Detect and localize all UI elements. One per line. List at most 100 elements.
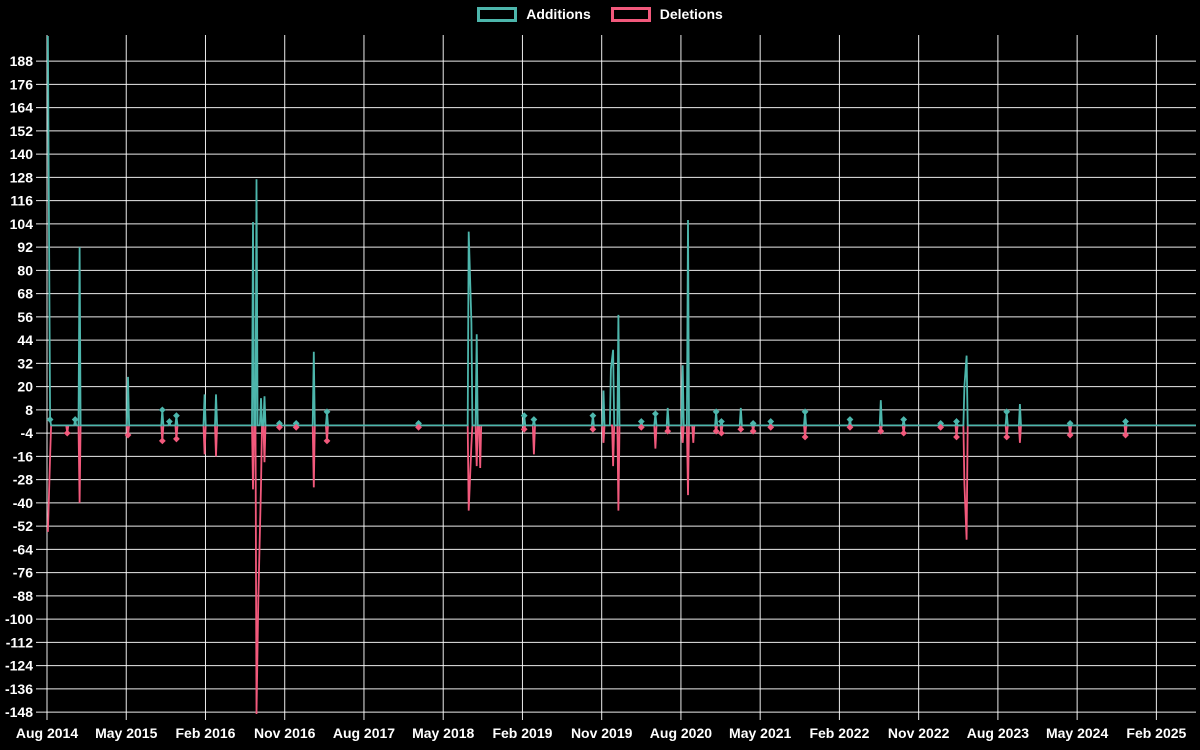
- x-axis-tick-label: Nov 2019: [571, 725, 633, 741]
- y-axis-tick-label: -88: [13, 588, 33, 604]
- x-axis-tick-label: Aug 2017: [333, 725, 395, 741]
- x-axis-tick-label: Feb 2022: [809, 725, 869, 741]
- x-axis-tick-label: Feb 2025: [1126, 725, 1186, 741]
- additions-marker-icon: [1003, 408, 1011, 416]
- deletions-line: [47, 424, 1196, 715]
- y-axis-tick-label: -112: [6, 634, 33, 650]
- additions-marker-icon: [292, 420, 300, 427]
- x-axis-tick-label: Nov 2016: [254, 725, 316, 741]
- y-axis-tick-label: 32: [17, 355, 33, 371]
- deletions-marker-icon: [276, 423, 283, 431]
- additions-marker-icon: [718, 418, 725, 425]
- y-axis-tick-label: -124: [5, 658, 33, 674]
- y-axis-tick-label: 140: [10, 146, 34, 162]
- y-axis-tick-label: 164: [10, 100, 34, 116]
- additions-marker-icon: [637, 418, 645, 425]
- y-axis-tick-label: -136: [5, 681, 33, 697]
- deletions-marker-icon: [718, 429, 725, 437]
- deletions-marker-icon: [589, 425, 597, 433]
- x-axis-tick-label: Aug 2014: [16, 725, 78, 741]
- deletions-swatch-icon: [610, 6, 651, 22]
- deletions-marker-icon: [749, 427, 757, 435]
- legend-item-deletions[interactable]: Deletions: [610, 6, 723, 22]
- additions-marker-icon: [520, 412, 528, 420]
- y-axis-tick-label: 68: [17, 286, 33, 302]
- deletions-marker-icon: [801, 433, 809, 441]
- deletions-legend-label: Deletions: [659, 6, 723, 22]
- y-axis-tick-label: 152: [10, 123, 34, 139]
- x-axis-tick-label: May 2018: [412, 725, 474, 741]
- additions-marker-icon: [589, 412, 597, 420]
- deletions-marker-icon: [323, 437, 331, 445]
- deletions-marker-icon: [1122, 431, 1129, 439]
- additions-legend-label: Additions: [526, 6, 591, 22]
- deletions-marker-icon: [846, 423, 854, 431]
- additions-marker-icon: [165, 418, 173, 425]
- deletions-marker-icon: [158, 437, 166, 445]
- deletions-marker-icon: [737, 425, 745, 433]
- y-axis-tick-label: 176: [10, 76, 34, 92]
- y-axis-tick-label: 56: [17, 309, 33, 325]
- y-axis-tick-label: 80: [17, 262, 33, 278]
- additions-marker-icon: [767, 418, 775, 425]
- y-axis-tick-label: 44: [17, 332, 33, 348]
- y-axis-tick-label: 128: [10, 169, 34, 185]
- y-axis-tick-label: 8: [25, 402, 33, 418]
- deletions-marker-icon: [767, 423, 775, 431]
- deletions-marker-icon: [415, 423, 422, 431]
- deletions-marker-icon: [712, 427, 720, 435]
- additions-marker-icon: [712, 408, 720, 416]
- y-axis-tick-label: 104: [10, 216, 34, 232]
- additions-marker-icon: [953, 418, 960, 425]
- y-axis-tick-label: -76: [13, 565, 33, 581]
- deletions-marker-icon: [173, 435, 180, 443]
- y-axis-tick-label: -100: [5, 611, 33, 627]
- y-axis-tick-label: -40: [13, 495, 33, 511]
- deletions-marker-icon: [877, 427, 885, 435]
- deletions-marker-icon: [520, 425, 528, 433]
- additions-marker-icon: [323, 408, 331, 416]
- y-axis-tick-label: -28: [13, 472, 33, 488]
- y-axis-tick-label: -64: [13, 541, 33, 557]
- deletions-marker-icon: [124, 431, 132, 439]
- x-axis-tick-label: Aug 2023: [967, 725, 1029, 741]
- x-axis-tick-label: May 2021: [729, 725, 791, 741]
- additions-marker-icon: [173, 412, 180, 420]
- additions-line: [47, 35, 1196, 427]
- y-axis-tick-label: 188: [10, 53, 34, 69]
- y-axis-tick-label: -16: [13, 448, 33, 464]
- additions-marker-icon: [900, 416, 908, 423]
- x-axis-tick-label: Nov 2022: [888, 725, 950, 741]
- x-axis-tick-label: Feb 2016: [176, 725, 236, 741]
- deletions-marker-icon: [292, 423, 300, 431]
- deletions-marker-icon: [1066, 431, 1074, 439]
- additions-marker-icon: [46, 416, 54, 423]
- additions-swatch-icon: [477, 6, 518, 22]
- y-axis-tick-label: 116: [10, 193, 33, 209]
- deletions-marker-icon: [637, 423, 645, 431]
- legend-item-additions[interactable]: Additions: [477, 6, 591, 22]
- additions-marker-icon: [276, 420, 283, 427]
- x-axis-tick-label: May 2015: [95, 725, 157, 741]
- additions-marker-icon: [749, 420, 757, 427]
- x-axis-tick-label: Aug 2020: [650, 725, 712, 741]
- deletions-marker-icon: [63, 429, 71, 437]
- y-axis-tick-label: 20: [17, 379, 33, 395]
- deletions-marker-icon: [664, 427, 672, 435]
- deletions-marker-icon: [900, 429, 908, 437]
- y-axis-tick-label: -52: [13, 518, 33, 534]
- additions-marker-icon: [1122, 418, 1129, 425]
- chart-legend: Additions Deletions: [0, 6, 1200, 22]
- additions-marker-icon: [651, 410, 659, 418]
- deletions-marker-icon: [953, 433, 960, 441]
- y-axis-tick-label: -148: [5, 704, 33, 720]
- additions-marker-icon: [158, 406, 166, 414]
- additions-marker-icon: [846, 416, 854, 423]
- additions-marker-icon: [530, 416, 538, 423]
- y-axis-tick-label: 92: [17, 239, 33, 255]
- additions-marker-icon: [415, 420, 422, 427]
- x-axis-tick-label: Feb 2019: [492, 725, 552, 741]
- additions-marker-icon: [937, 420, 945, 427]
